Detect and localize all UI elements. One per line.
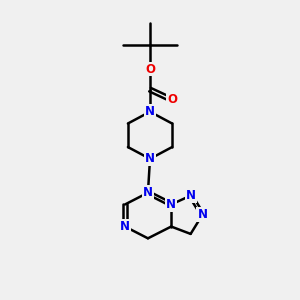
Text: N: N: [186, 189, 196, 202]
Text: O: O: [167, 93, 177, 106]
Text: N: N: [197, 208, 207, 221]
Text: O: O: [145, 62, 155, 76]
Text: N: N: [145, 105, 155, 118]
Text: N: N: [145, 152, 155, 165]
Text: N: N: [143, 186, 153, 199]
Text: N: N: [166, 198, 176, 211]
Text: N: N: [120, 220, 130, 233]
